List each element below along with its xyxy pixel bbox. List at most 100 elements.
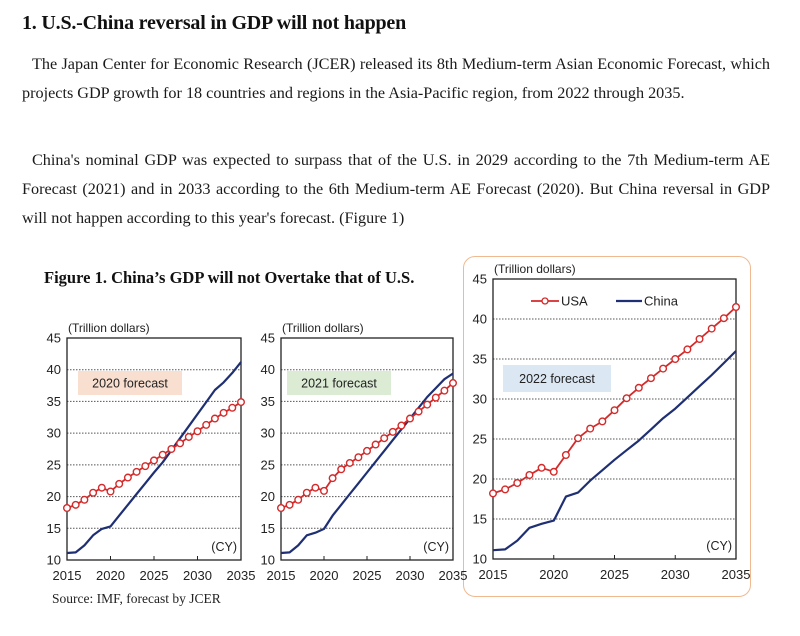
chart3-ytick-label: 35 (473, 352, 487, 367)
chart2-point-usa-2035 (449, 379, 458, 388)
chart3-point-usa-2035 (732, 303, 741, 312)
chart1-point-usa-2018 (89, 488, 98, 497)
chart3-point-usa-2015 (489, 489, 498, 498)
chart3-point-usa-2017 (513, 479, 522, 488)
chart2-ytick-label: 30 (261, 426, 275, 441)
chart3-xtick-label: 2015 (479, 567, 508, 582)
chart2-point-usa-2025 (363, 446, 372, 455)
chart2-ytick-label: 10 (261, 553, 275, 568)
chart2-point-usa-2031 (414, 407, 423, 416)
chart1-point-usa-2016 (71, 500, 80, 509)
figure-title: Figure 1. China’s GDP will not Overtake … (44, 268, 415, 287)
chart2-ytick-label: 40 (261, 362, 275, 377)
chart1-xtick-label: 2035 (227, 568, 256, 583)
chart3-point-usa-2028 (646, 374, 655, 383)
chart3-point-usa-2031 (683, 345, 692, 354)
chart3-ytick-label: 25 (473, 432, 487, 447)
chart2-point-usa-2026 (371, 440, 380, 449)
chart1-point-usa-2033 (219, 408, 228, 417)
chart2-point-usa-2018 (302, 488, 311, 497)
chart1-xtick-label: 2030 (183, 568, 212, 583)
chart2-point-usa-2016 (285, 500, 294, 509)
chart1-ytick-label: 10 (47, 553, 61, 568)
chart1-point-usa-2024 (141, 462, 150, 471)
chart2-ylabel: (Trillion dollars) (282, 321, 364, 335)
chart1-xlabel: (CY) (211, 540, 237, 554)
chart3-xtick-label: 2025 (600, 567, 629, 582)
chart3-ytick-label: 40 (473, 312, 487, 327)
paragraph-intro: The Japan Center for Economic Research (… (22, 55, 770, 102)
chart3-point-usa-2024 (598, 417, 607, 426)
chart3-point-usa-2026 (622, 394, 631, 403)
chart3-ytick-label: 15 (473, 512, 487, 527)
chart3-point-usa-2032 (695, 335, 704, 344)
chart2-xtick-label: 2020 (310, 568, 339, 583)
chart1-ytick-label: 40 (47, 362, 61, 377)
chart3-point-usa-2023 (586, 424, 595, 433)
chart2-point-usa-2032 (423, 400, 432, 409)
chart2-point-usa-2029 (397, 421, 406, 430)
chart2-ytick-label: 35 (261, 394, 275, 409)
chart3-point-usa-2029 (659, 364, 668, 373)
chart3-point-usa-2016 (501, 485, 510, 494)
chart2-point-usa-2015 (277, 503, 286, 512)
chart1-xtick-label: 2020 (96, 568, 125, 583)
chart2-xtick-label: 2015 (267, 568, 296, 583)
chart2-point-usa-2033 (431, 393, 440, 402)
chart2-forecast-label: 2021 forecast (301, 377, 377, 391)
chart3-point-usa-2033 (707, 324, 716, 333)
chart3-plot-frame (492, 278, 737, 560)
chart1-point-usa-2015 (63, 503, 72, 512)
chart3-line-usa (492, 306, 737, 495)
chart2-point-usa-2023 (345, 458, 354, 467)
chart1-forecast-label-box (78, 371, 182, 395)
chart2-point-usa-2017 (294, 495, 303, 504)
chart1-point-usa-2030 (193, 427, 202, 436)
chart2-xtick-label: 2025 (353, 568, 382, 583)
chart2-point-usa-2027 (380, 434, 389, 443)
chart1-ytick-label: 45 (47, 331, 61, 346)
chart2-ytick-label: 15 (261, 521, 275, 536)
chart1-point-usa-2017 (80, 495, 89, 504)
chart3-legend-china-label: China (644, 294, 679, 309)
chart3-point-usa-2021 (561, 451, 570, 460)
chart2-xlabel: (CY) (423, 540, 449, 554)
chart1-point-usa-2031 (202, 420, 211, 429)
chart1-point-usa-2028 (176, 439, 185, 448)
chart2-point-usa-2022 (337, 465, 346, 474)
chart2-ytick-label: 20 (261, 489, 275, 504)
chart2-ytick-label: 25 (261, 457, 275, 472)
chart1-point-usa-2026 (158, 450, 167, 459)
chart3-forecast-label-box (503, 365, 611, 392)
chart1-ylabel: (Trillion dollars) (68, 321, 150, 335)
chart1-point-usa-2020 (106, 487, 115, 496)
chart1-forecast-label: 2020 forecast (92, 377, 168, 391)
chart3-point-usa-2020 (549, 467, 558, 476)
chart2-point-usa-2020 (320, 486, 329, 495)
chart3-ytick-label: 10 (473, 552, 487, 567)
chart1-point-usa-2023 (132, 467, 141, 476)
chart1-ytick-label: 30 (47, 426, 61, 441)
chart2-xtick-label: 2030 (396, 568, 425, 583)
chart3-ylabel: (Trillion dollars) (494, 262, 576, 276)
chart3-point-usa-2030 (671, 355, 680, 364)
chart1-xtick-label: 2025 (140, 568, 169, 583)
chart1-point-usa-2022 (123, 473, 132, 482)
chart3-ytick-label: 30 (473, 392, 487, 407)
chart3-point-usa-2018 (525, 471, 534, 480)
chart1-ytick-label: 35 (47, 394, 61, 409)
chart2-xtick-label: 2035 (439, 568, 468, 583)
chart1-ytick-label: 20 (47, 489, 61, 504)
chart3-point-usa-2034 (719, 314, 728, 323)
chart3-point-usa-2019 (537, 463, 546, 472)
chart3-ytick-label: 45 (473, 272, 487, 287)
chart2-forecast-label-box (287, 371, 391, 395)
chart3-point-usa-2022 (574, 434, 583, 443)
chart2-point-usa-2024 (354, 453, 363, 462)
chart1-point-usa-2027 (167, 445, 176, 454)
chart3-point-usa-2025 (610, 406, 619, 415)
chart2-ytick-label: 45 (261, 331, 275, 346)
figure-source: Source: IMF, forecast by JCER (52, 591, 221, 606)
chart3-legend-usa-marker (541, 297, 549, 305)
